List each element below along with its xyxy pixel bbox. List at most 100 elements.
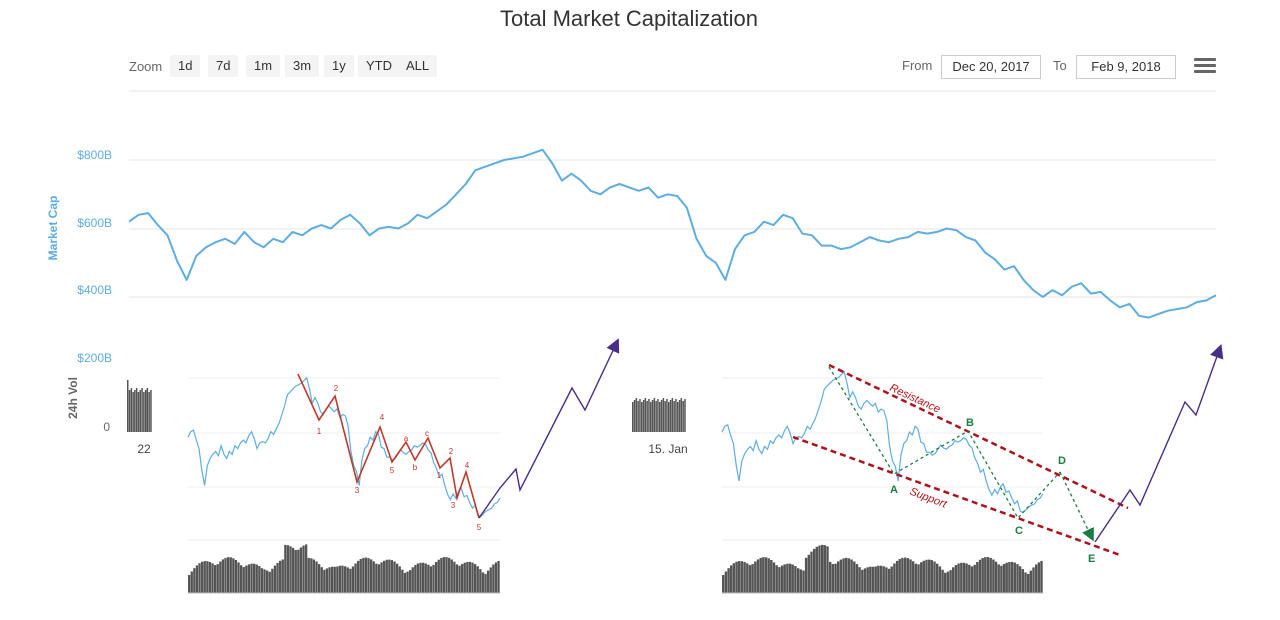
volume-bar bbox=[657, 399, 659, 432]
volume-axis-title: 24h Vol bbox=[66, 377, 80, 419]
volume-bar bbox=[271, 568, 274, 593]
volume-bar bbox=[730, 565, 733, 593]
volume-bar bbox=[839, 559, 843, 593]
volume-bar bbox=[229, 557, 232, 593]
volume-bar bbox=[1018, 566, 1022, 593]
volume-bar bbox=[748, 565, 752, 593]
zoom-1y-button[interactable]: 1y bbox=[324, 55, 354, 77]
volume-bar bbox=[903, 557, 907, 593]
volume-bar bbox=[435, 562, 438, 593]
volume-bar bbox=[294, 550, 297, 593]
volume-bar bbox=[957, 563, 960, 593]
volume-bar bbox=[944, 572, 947, 593]
volume-bar bbox=[463, 562, 466, 593]
volume-bar bbox=[746, 563, 749, 593]
volume-bar bbox=[240, 565, 243, 593]
zoom-1d-button[interactable]: 1d bbox=[170, 55, 201, 77]
volume-bar bbox=[260, 568, 264, 593]
volume-bar bbox=[831, 564, 835, 593]
volume-bar bbox=[135, 388, 138, 432]
volume-bar bbox=[901, 557, 904, 593]
volume-bar bbox=[668, 402, 670, 432]
volume-bar bbox=[978, 559, 982, 593]
volume-bar bbox=[906, 558, 909, 593]
volume-bar bbox=[885, 567, 888, 593]
volume-bar bbox=[143, 392, 145, 432]
volume-bar bbox=[662, 398, 665, 432]
to-date-input[interactable]: Feb 9, 2018 bbox=[1076, 55, 1176, 79]
volume-bar bbox=[783, 564, 786, 593]
volume-bar bbox=[952, 567, 955, 593]
volume-bar bbox=[416, 563, 420, 593]
volume-bar bbox=[666, 399, 668, 432]
zoom-1m-button[interactable]: 1m bbox=[246, 55, 281, 77]
zoom-3m-button[interactable]: 3m bbox=[285, 55, 320, 77]
volume-bar bbox=[328, 567, 331, 593]
mini-volume-left bbox=[188, 544, 500, 593]
point-b-label: B bbox=[966, 417, 974, 429]
volume-bar bbox=[938, 566, 942, 593]
volume-bar bbox=[148, 392, 150, 432]
volume-bar bbox=[364, 557, 368, 593]
mini-series-line-right bbox=[721, 370, 1044, 514]
wave-label-3: 3 bbox=[355, 486, 360, 495]
volume-bar bbox=[214, 565, 217, 593]
volume-bar bbox=[941, 569, 944, 593]
y-axis-title: Market Cap bbox=[46, 196, 60, 261]
volume-bar bbox=[132, 392, 134, 432]
volume-bar bbox=[286, 545, 290, 593]
volume-bar bbox=[424, 563, 427, 593]
volume-bar bbox=[273, 565, 277, 593]
volume-bar bbox=[960, 562, 963, 593]
volume-bar bbox=[429, 566, 433, 593]
volume-bar bbox=[845, 557, 848, 593]
volume-bar bbox=[887, 568, 891, 593]
volume-bar bbox=[234, 560, 238, 593]
volume-bar bbox=[390, 560, 394, 593]
volume-bar bbox=[675, 399, 677, 432]
volume-bar bbox=[970, 566, 974, 593]
volume-bar bbox=[764, 557, 768, 593]
volume-bar bbox=[877, 565, 880, 593]
wave-path bbox=[297, 373, 480, 519]
volume-bar bbox=[1029, 570, 1032, 593]
volume-bar bbox=[307, 557, 310, 593]
volume-bar bbox=[933, 561, 936, 593]
volume-bar bbox=[740, 561, 744, 593]
volume-bar bbox=[401, 569, 404, 593]
volume-bar bbox=[474, 564, 477, 593]
volume-bar bbox=[245, 565, 248, 593]
volume-bar bbox=[403, 572, 407, 593]
volume-bar bbox=[671, 398, 674, 432]
zoom-ytd-button[interactable]: YTD bbox=[358, 55, 400, 77]
volume-bar bbox=[479, 569, 482, 593]
zoom-all-button[interactable]: ALL bbox=[398, 55, 438, 77]
zoom-7d-button[interactable]: 7d bbox=[208, 55, 239, 77]
volume-bar bbox=[738, 561, 741, 593]
volume-bar bbox=[487, 570, 490, 593]
volume-bar bbox=[450, 559, 453, 593]
volume-bar bbox=[895, 560, 899, 593]
volume-bar bbox=[810, 551, 813, 593]
volume-bar bbox=[813, 548, 816, 593]
volume-bar bbox=[1008, 562, 1011, 593]
wave-label-b: b bbox=[413, 463, 418, 472]
volume-bar bbox=[981, 558, 984, 593]
volume-bar bbox=[642, 400, 645, 432]
volume-bars-right bbox=[632, 398, 686, 432]
volume-bar bbox=[466, 562, 469, 593]
projection-to-e bbox=[1059, 471, 1094, 542]
from-date-input[interactable]: Dec 20, 2017 bbox=[941, 55, 1041, 79]
wave-label-5: 5 bbox=[390, 466, 395, 475]
volume-bar bbox=[804, 557, 808, 593]
volume-bar bbox=[1005, 562, 1008, 593]
volume-bar bbox=[917, 564, 920, 593]
volume-bar bbox=[858, 567, 861, 593]
volume-bar bbox=[127, 380, 129, 432]
volume-bar bbox=[383, 560, 386, 593]
projection-arrow-left bbox=[478, 338, 620, 519]
hamburger-menu-icon[interactable] bbox=[1194, 58, 1216, 76]
volume-bar bbox=[250, 563, 253, 593]
volume-bar bbox=[850, 559, 853, 593]
